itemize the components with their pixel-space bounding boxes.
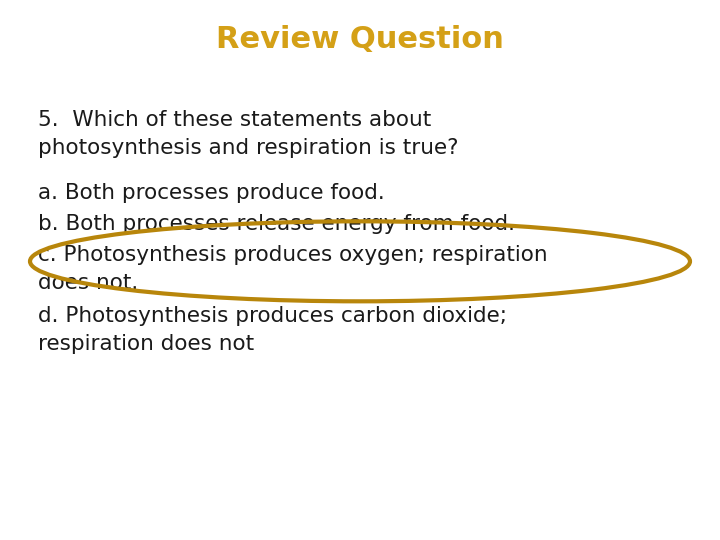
Text: c. Photosynthesis produces oxygen; respiration: c. Photosynthesis produces oxygen; respi… xyxy=(38,245,548,265)
Text: respiration does not: respiration does not xyxy=(38,334,254,354)
Text: d. Photosynthesis produces carbon dioxide;: d. Photosynthesis produces carbon dioxid… xyxy=(38,306,507,326)
Text: photosynthesis and respiration is true?: photosynthesis and respiration is true? xyxy=(38,138,459,158)
Text: 5.  Which of these statements about: 5. Which of these statements about xyxy=(38,110,431,130)
Text: does not.: does not. xyxy=(38,273,138,293)
Text: a. Both processes produce food.: a. Both processes produce food. xyxy=(38,183,384,203)
Text: Review Question: Review Question xyxy=(216,25,504,55)
Text: b. Both processes release energy from food.: b. Both processes release energy from fo… xyxy=(38,214,515,234)
